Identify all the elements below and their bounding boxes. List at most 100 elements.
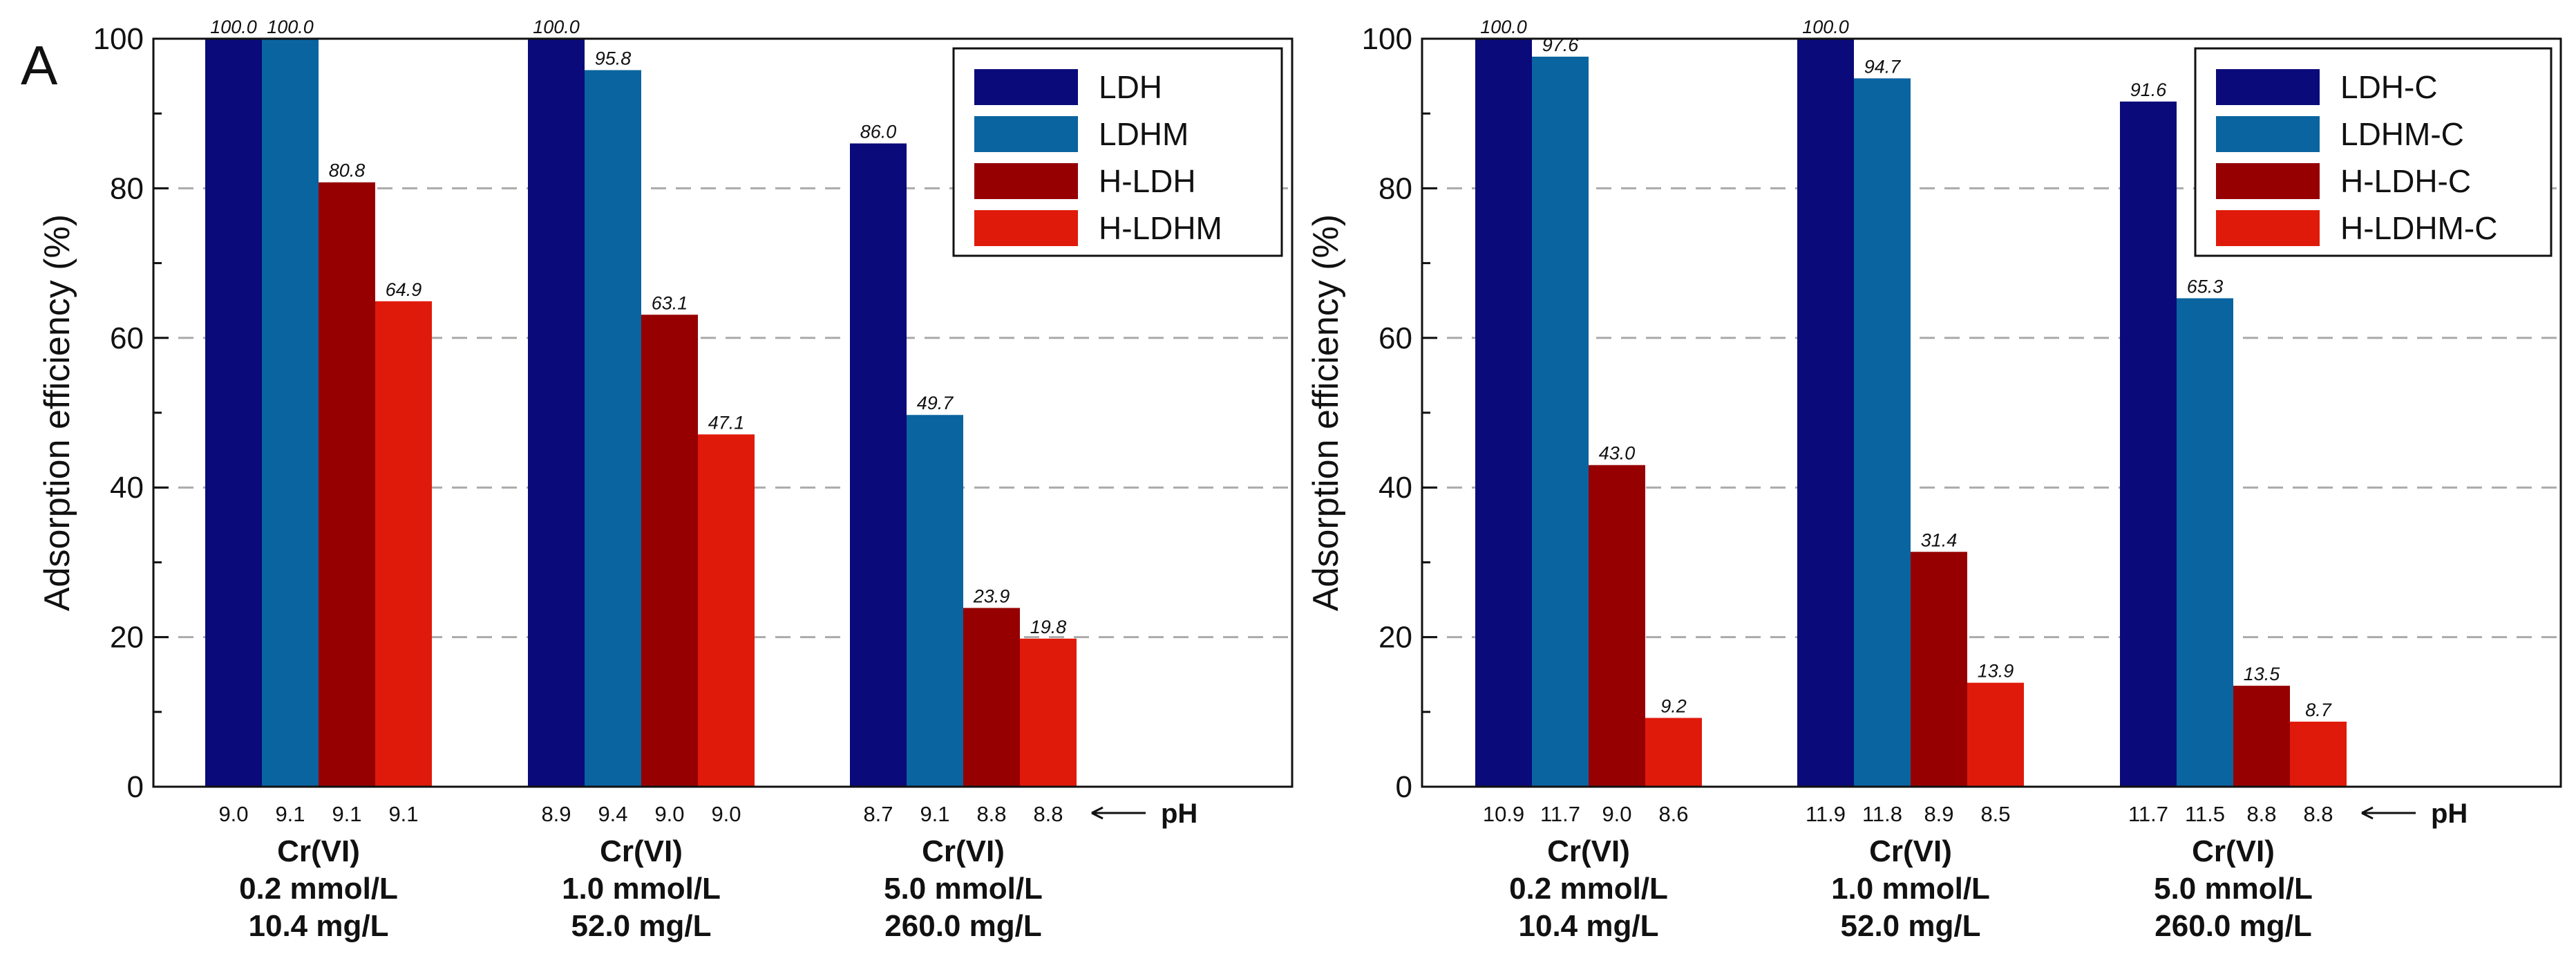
ph-value: 9.0	[711, 802, 741, 826]
category-label: 260.0 mg/L	[884, 909, 1041, 943]
ph-value: 8.8	[976, 802, 1006, 826]
y-tick-label: 40	[110, 471, 144, 505]
bar-h-ldh-c	[2233, 685, 2290, 787]
bar-value-label: 80.8	[329, 160, 366, 181]
bar-h-ldh	[319, 182, 375, 787]
legend-swatch-h-ldhm-c	[2216, 210, 2320, 246]
bar-ldh	[528, 39, 585, 787]
ph-arrow-head	[2361, 806, 2374, 820]
category-label: Cr(VI)	[2192, 834, 2275, 868]
bar-value-label: 91.6	[2130, 80, 2168, 100]
bar-h-ldhm	[698, 434, 755, 787]
bar-value-label: 9.2	[1660, 695, 1687, 716]
category-label: 5.0 mmol/L	[2154, 872, 2313, 906]
chart-left: 100.0 9.0 100.0 8.9 86.0 8.7 100.0 9.1 95.8 9.4 49…	[37, 17, 1294, 943]
ph-value: 11.7	[1540, 802, 1580, 826]
ph-value: 11.7	[2128, 802, 2168, 826]
legend-swatch-h-ldh-c	[2216, 163, 2320, 199]
y-tick-label: 80	[1379, 171, 1412, 205]
ph-value: 8.6	[1658, 802, 1688, 826]
legend-label: H-LDHM	[1099, 210, 1222, 246]
bar-ldhm	[262, 39, 319, 787]
bar-value-label: 97.6	[1542, 35, 1580, 55]
ph-value: 11.5	[2185, 802, 2225, 826]
category-label: Cr(VI)	[1547, 834, 1630, 868]
bar-value-label: 13.5	[2244, 664, 2281, 684]
y-tick-label: 20	[1379, 621, 1412, 655]
category-label: 10.4 mg/L	[249, 909, 389, 943]
ph-value: 9.1	[275, 802, 305, 826]
legend-swatch-ldh-c	[2216, 69, 2320, 105]
bar-value-label: 13.9	[1978, 661, 2014, 682]
bar-h-ldh	[641, 315, 698, 787]
bar-h-ldhm	[1020, 638, 1077, 787]
ph-value: 9.1	[332, 802, 361, 826]
bar-value-label: 23.9	[973, 586, 1010, 606]
bar-h-ldhm	[375, 301, 432, 787]
y-tick-label: 100	[93, 22, 144, 56]
bar-value-label: 100.0	[210, 17, 257, 37]
bar-ldh-c	[2120, 101, 2177, 787]
legend-label: LDH-C	[2340, 69, 2438, 105]
y-tick-label: 20	[110, 621, 144, 655]
ph-marker-label: pH	[2431, 798, 2468, 829]
ph-value: 8.5	[1980, 802, 2010, 826]
legend-swatch-ldh	[974, 69, 1078, 105]
legend: LDH-C LDHM-C H-LDH-C H-LDHM-C	[2194, 47, 2553, 257]
category-label: Cr(VI)	[922, 834, 1005, 868]
bar-value-label: 100.0	[267, 17, 314, 37]
ph-value: 8.8	[2246, 802, 2276, 826]
ph-value: 8.9	[1924, 802, 1953, 826]
ph-value: 8.8	[1033, 802, 1063, 826]
legend-label: H-LDHM-C	[2340, 210, 2497, 246]
bar-ldh	[850, 143, 907, 787]
bar-value-label: 95.8	[595, 48, 632, 68]
ph-value: 9.0	[654, 802, 684, 826]
bar-value-label: 64.9	[386, 279, 422, 300]
ph-value: 9.1	[388, 802, 418, 826]
bar-ldh-c	[1797, 39, 1854, 787]
bar-value-label: 100.0	[1802, 17, 1849, 37]
bar-value-label: 8.7	[2305, 700, 2332, 720]
bar-h-ldh-c	[1911, 552, 1967, 787]
category-label: Cr(VI)	[1869, 834, 1952, 868]
ph-value: 8.8	[2303, 802, 2333, 826]
ph-value: 9.4	[598, 802, 627, 826]
category-label: 0.2 mmol/L	[239, 872, 398, 906]
bar-value-label: 63.1	[652, 292, 688, 313]
category-label: Cr(VI)	[277, 834, 360, 868]
y-tick-label: 0	[127, 770, 144, 804]
ph-value: 11.8	[1862, 802, 1902, 826]
legend-label: LDHM-C	[2340, 116, 2464, 152]
bar-value-label: 94.7	[1864, 56, 1902, 77]
bar-h-ldh-c	[1589, 465, 1645, 787]
category-label: 1.0 mmol/L	[562, 872, 721, 906]
bar-value-label: 65.3	[2187, 276, 2224, 297]
legend-swatch-ldhm	[974, 116, 1078, 152]
legend-swatch-ldhm-c	[2216, 116, 2320, 152]
bar-value-label: 49.7	[917, 393, 954, 413]
y-tick-label: 100	[1362, 22, 1412, 56]
ph-value: 9.0	[1602, 802, 1631, 826]
chart-right: 100.0 10.9 100.0 11.9 91.6 11.7 97.6 11.7 94.7 11…	[1306, 17, 2562, 943]
y-axis-title: Adsorption efficiency (%)	[1306, 214, 1346, 611]
legend-label: LDHM	[1099, 116, 1188, 152]
bar-value-label: 31.4	[1921, 530, 1958, 550]
bar-ldhm-c	[2177, 298, 2233, 787]
y-tick-label: 0	[1396, 770, 1412, 804]
bar-ldhm-c	[1532, 56, 1589, 787]
y-tick-label: 80	[110, 171, 144, 205]
bar-ldh	[205, 39, 262, 787]
y-tick-label: 60	[110, 321, 144, 355]
y-tick-label: 40	[1379, 471, 1412, 505]
bar-value-label: 43.0	[1599, 443, 1636, 464]
bar-ldh-c	[1475, 39, 1532, 787]
bar-value-label: 100.0	[533, 17, 580, 37]
category-label: 0.2 mmol/L	[1509, 872, 1668, 906]
ph-value: 9.1	[920, 802, 949, 826]
category-label: 52.0 mg/L	[1841, 909, 1981, 943]
bar-value-label: 19.8	[1030, 617, 1067, 637]
bar-value-label: 100.0	[1480, 17, 1527, 37]
panel-letter: A	[21, 35, 58, 96]
category-label: 1.0 mmol/L	[1831, 872, 1990, 906]
